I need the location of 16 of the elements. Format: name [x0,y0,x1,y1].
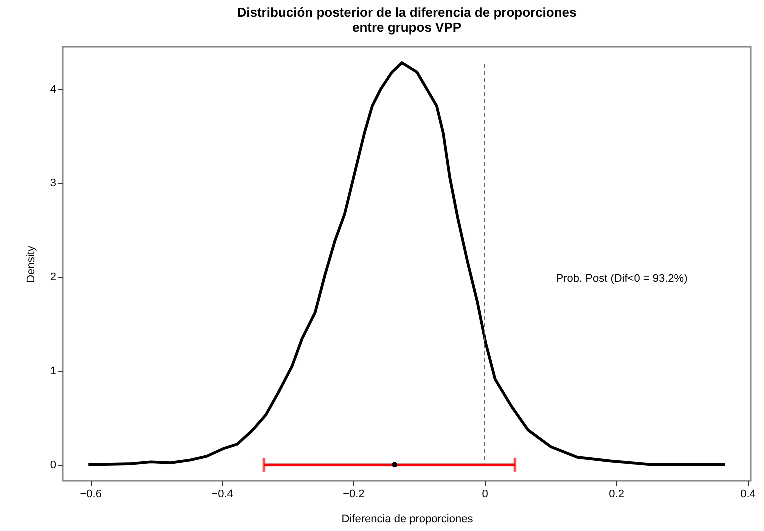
y-tick-label: 2 [50,272,56,284]
y-tick-label: 4 [50,84,56,96]
x-axis-title: Diferencia de proporciones [342,514,474,526]
annotation: Prob. Post (Dif<0 = 93.2%) [556,273,688,285]
y-tick-label: 1 [50,366,56,378]
x-tick-label: −0.2 [343,488,365,500]
y-tick-label: 0 [50,459,56,472]
x-tick-label: 0 [482,488,488,500]
x-tick-label: −0.4 [212,488,234,500]
chart-title: Distribución posterior de la diferencia de proporciones entre grupos VPP [237,5,577,35]
y-axis-title: Density [25,246,38,283]
y-tick-label: 3 [50,178,56,190]
x-tick-label: −0.6 [80,488,102,500]
x-tick-label: 0.4 [740,488,756,500]
line-series [87,62,727,466]
x-tick-label: 0.2 [609,488,624,500]
